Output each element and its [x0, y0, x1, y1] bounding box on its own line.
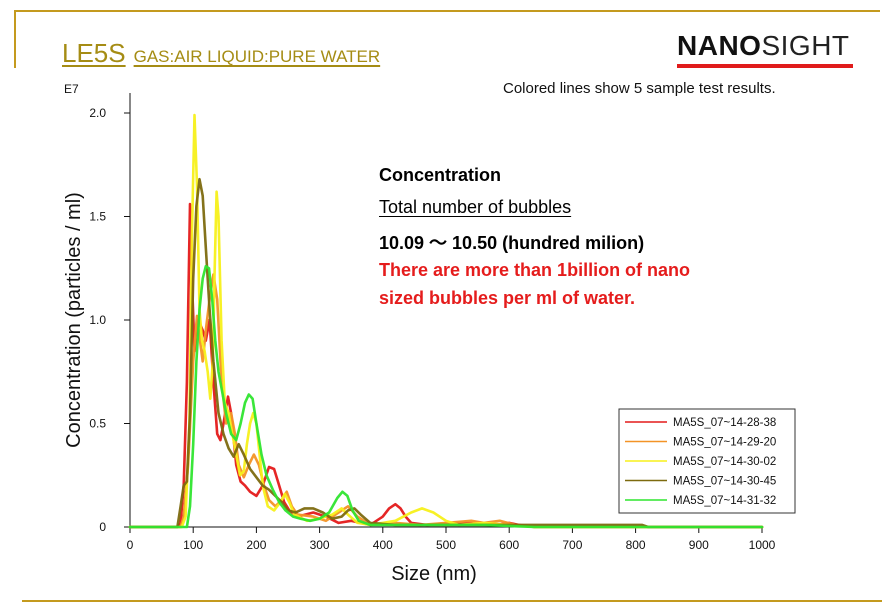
x-tick-label: 800: [626, 538, 646, 552]
slide-title-sub: GAS:AIR LIQUID:PURE WATER: [133, 47, 381, 66]
chart-subtitle: Colored lines show 5 sample test results…: [503, 80, 776, 97]
x-axis-title: Size (nm): [391, 563, 477, 585]
legend-label-3: MA5S_07~14-30-02: [673, 456, 776, 468]
legend-label-1: MA5S_07~14-28-38: [673, 417, 776, 429]
legend-label-2: MA5S_07~14-29-20: [673, 437, 776, 449]
legend-label-4: MA5S_07~14-30-45: [673, 476, 776, 488]
x-tick-label: 1000: [749, 538, 776, 552]
x-tick-label: 700: [562, 538, 582, 552]
y-tick-label: 0.5: [89, 417, 106, 431]
y-tick-label: 1.0: [89, 313, 106, 327]
y-tick-label: 0: [99, 520, 106, 534]
x-tick-label: 900: [689, 538, 709, 552]
legend-label-5: MA5S_07~14-31-32: [673, 495, 776, 507]
x-tick-label: 100: [183, 538, 203, 552]
slide-title: LE5S GAS:AIR LIQUID:PURE WATER: [62, 38, 380, 69]
frame-bottom-rule: [22, 600, 882, 602]
nanosight-logo: NANOSIGHT: [677, 30, 850, 62]
slide-title-main: LE5S: [62, 38, 126, 68]
annotation-line2: 10.09 ～ 10.50 (hundred milion): [379, 233, 645, 253]
x-tick-label: 200: [246, 538, 266, 552]
x-tick-label: 500: [436, 538, 456, 552]
annotation-line4: sized bubbles per ml of water.: [379, 288, 636, 308]
annotation-heading: Concentration: [379, 165, 502, 185]
annotation-line1: Total number of bubbles: [379, 197, 572, 217]
series-line-5: [128, 264, 764, 529]
annotation-line3: There are more than 1billion of nano: [379, 260, 691, 280]
y-tick-label: 1.5: [89, 210, 106, 224]
y-axis-title: Concentration (particles / ml): [63, 192, 85, 448]
x-tick-label: 600: [499, 538, 519, 552]
x-tick-label: 0: [127, 538, 134, 552]
x-tick-label: 300: [310, 538, 330, 552]
frame-left-rule: [14, 10, 16, 68]
logo-bold-text: NANO: [677, 30, 762, 61]
x-tick-label: 400: [373, 538, 393, 552]
y-tick-label: 2.0: [89, 106, 106, 120]
logo-regular-text: SIGHT: [761, 30, 850, 61]
logo-underline-bar: [677, 64, 853, 68]
frame-top-rule: [14, 10, 880, 12]
y-multiplier-label: E7: [64, 82, 79, 96]
